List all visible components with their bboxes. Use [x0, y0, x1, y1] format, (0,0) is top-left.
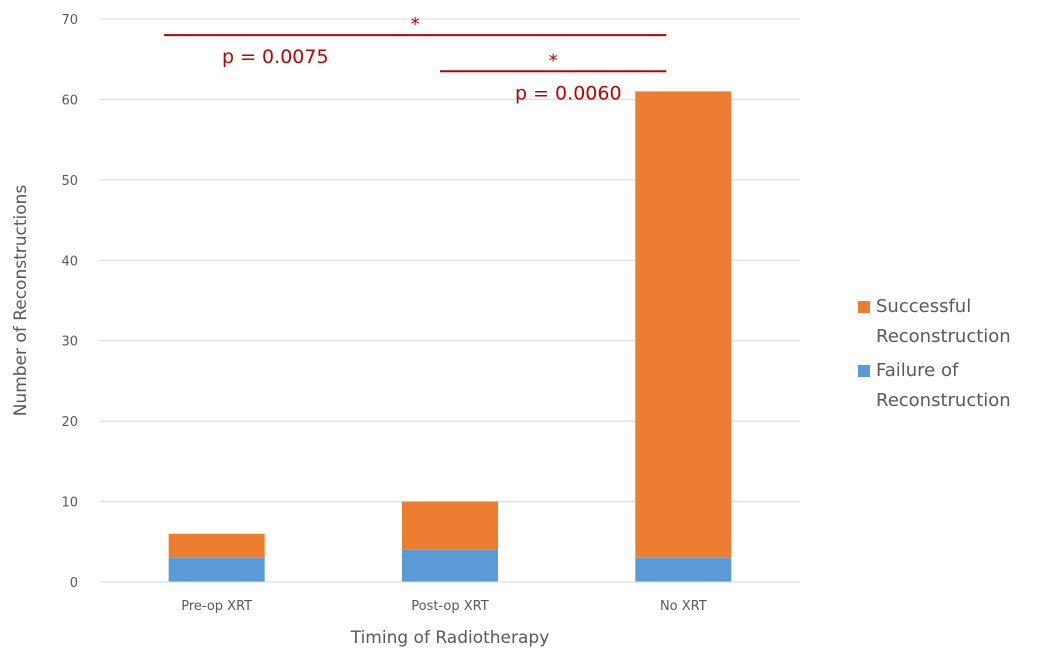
y-tick-label: 20 — [61, 415, 78, 430]
significance-star: * — [549, 50, 558, 71]
legend-swatch — [858, 301, 870, 313]
x-tick-label: No XRT — [660, 599, 707, 614]
bar-segment — [168, 557, 265, 582]
bar-segment — [635, 91, 732, 558]
x-tick-label: Pre-op XRT — [181, 599, 252, 614]
p-value-label: p = 0.0075 — [222, 46, 329, 68]
y-axis-title: Number of Reconstructions — [11, 185, 31, 417]
legend-label: Reconstruction — [876, 326, 1011, 347]
legend-label: Successful — [876, 296, 971, 317]
bar-segment — [402, 501, 498, 550]
y-tick-label: 10 — [61, 496, 78, 511]
bar-segment — [635, 557, 732, 582]
y-tick-label: 0 — [70, 576, 78, 591]
significance-star: * — [411, 14, 420, 35]
bar-segment — [402, 549, 498, 582]
legend-label: Reconstruction — [876, 390, 1011, 411]
legend-swatch — [858, 365, 870, 377]
y-tick-labels: 0 10 20 30 40 50 60 70 — [61, 13, 78, 591]
y-tick-label: 70 — [61, 13, 78, 28]
bars — [168, 91, 732, 582]
bar-segment — [168, 533, 265, 558]
legend-label: Failure of — [876, 360, 959, 381]
y-tick-label: 30 — [61, 335, 78, 350]
significance-annotations: * p = 0.0075 * p = 0.0060 — [164, 14, 667, 104]
y-tick-label: 60 — [61, 93, 78, 108]
legend: Successful Reconstruction Failure of Recons… — [858, 296, 1011, 411]
y-tick-label: 40 — [61, 254, 78, 269]
x-axis-title: Timing of Radiotherapy — [350, 628, 550, 648]
x-category-labels: Pre-op XRT Post-op XRT No XRT — [181, 599, 707, 614]
x-tick-label: Post-op XRT — [411, 599, 488, 614]
p-value-label: p = 0.0060 — [515, 82, 622, 104]
y-tick-label: 50 — [61, 174, 78, 189]
gridlines — [100, 18, 800, 503]
